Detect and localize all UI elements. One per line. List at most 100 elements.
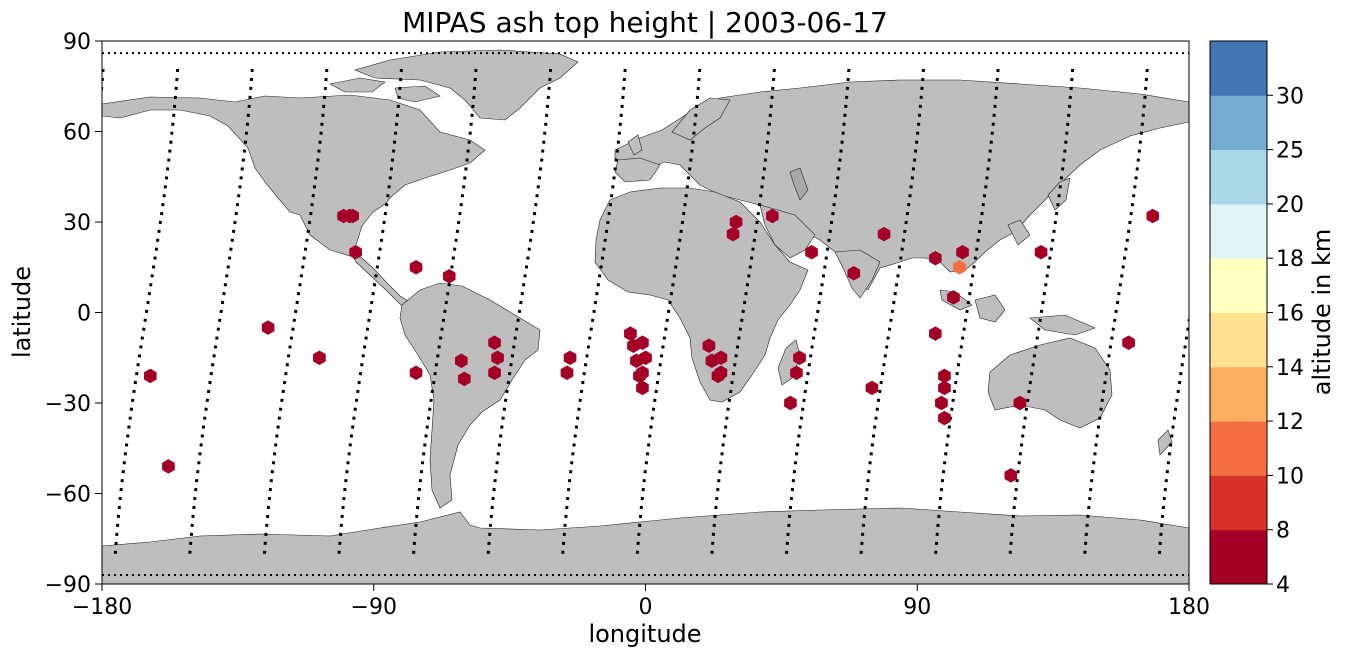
ash-point	[409, 260, 423, 275]
colorbar-tick-label: 18	[1276, 247, 1304, 272]
orbit-track	[934, 65, 1000, 554]
x-tick-label: −90	[351, 595, 397, 620]
orbit-track	[262, 65, 329, 554]
ash-point	[702, 338, 716, 353]
ash-point	[143, 368, 157, 384]
orbit-track	[561, 65, 627, 554]
x-axis-label: longitude	[588, 620, 701, 648]
orbit-track	[1157, 312, 1189, 554]
ash-point	[847, 266, 861, 281]
ash-point	[458, 371, 471, 387]
orbit-track	[785, 64, 851, 554]
colorbar-tick-label: 4	[1276, 573, 1290, 598]
ash-point	[784, 395, 797, 411]
colorbar-segment	[1210, 421, 1267, 476]
colorbar-tick-label: 12	[1276, 410, 1304, 435]
y-tick-label: −90	[45, 573, 91, 598]
orbit-track	[635, 65, 702, 554]
y-tick-label: 90	[63, 30, 91, 55]
colorbar: 4 8 10 12 14 16 18 20 25 30	[1209, 40, 1304, 598]
colorbar-segment	[1210, 475, 1267, 531]
orbit-track	[337, 65, 404, 554]
orbit-tracks	[102, 52, 1189, 576]
ash-point	[938, 380, 951, 396]
colorbar-tick-label: 10	[1276, 464, 1304, 489]
ash-point	[938, 410, 951, 426]
ash-point	[714, 350, 728, 366]
ash-point	[947, 290, 960, 305]
chart-title: MIPAS ash top height | 2003-06-17	[402, 6, 888, 39]
ash-point	[766, 208, 779, 224]
orbit-track	[1008, 65, 1075, 554]
ash-point	[313, 350, 326, 366]
x-tick-label: 90	[903, 595, 931, 620]
colorbar-label: altitude in km	[1308, 229, 1336, 396]
ash-point	[442, 269, 456, 284]
ash-point	[1122, 335, 1135, 350]
orbit-track	[710, 65, 777, 554]
ash-point	[349, 244, 362, 260]
colorbar-segment	[1210, 258, 1267, 313]
y-tick-label: −60	[45, 483, 91, 508]
colorbar-segment	[1210, 41, 1267, 96]
colorbar-segment	[1210, 366, 1267, 422]
ash-point	[935, 395, 948, 411]
ash-point	[929, 250, 942, 266]
ash-point	[409, 365, 423, 381]
y-axis: −90 −60 −30 0 30 60 90	[45, 30, 102, 598]
orbit-track	[1083, 65, 1149, 554]
ash-point	[337, 208, 350, 224]
ash-point	[261, 320, 275, 335]
ash-point	[714, 365, 728, 381]
orbit-track	[113, 65, 180, 554]
ash-point	[956, 244, 969, 260]
ash-point	[636, 380, 649, 396]
ash-point	[488, 365, 501, 381]
y-tick-label: 0	[77, 302, 91, 327]
ash-point	[790, 365, 803, 381]
colorbar-tick-label: 30	[1276, 84, 1304, 109]
ash-point	[636, 335, 649, 350]
ash-point	[491, 350, 504, 366]
ash-point	[1146, 208, 1160, 224]
ash-point	[455, 353, 468, 369]
ash-point	[560, 365, 574, 381]
ash-point	[639, 350, 652, 366]
ash-point	[162, 459, 175, 474]
colorbar-segment	[1210, 149, 1267, 205]
ash-point	[729, 214, 743, 230]
x-tick-label: 0	[639, 595, 653, 620]
ash-point	[793, 350, 806, 366]
colorbar-segment	[1210, 312, 1267, 368]
y-tick-label: 30	[63, 211, 91, 236]
ash-point	[877, 226, 891, 242]
orbit-track	[486, 65, 553, 554]
ash-point	[563, 350, 577, 366]
ash-point	[1004, 468, 1018, 483]
x-axis: −180 −90 0 90 180	[72, 584, 1210, 620]
ash-point	[488, 335, 501, 350]
ash-point	[929, 326, 942, 341]
colorbar-segment	[1210, 95, 1267, 151]
y-tick-label: 60	[63, 121, 91, 146]
y-axis-label: latitude	[8, 266, 36, 358]
colorbar-tick-label: 20	[1276, 193, 1304, 218]
orbit-track	[188, 65, 254, 554]
orbit-track	[859, 65, 926, 554]
x-tick-label: 180	[1168, 595, 1210, 620]
orbit-track	[412, 64, 478, 554]
colorbar-tick-label: 8	[1276, 519, 1290, 544]
colorbar-segment	[1210, 529, 1267, 585]
x-tick-label: −180	[72, 595, 132, 620]
data-points	[143, 208, 1160, 483]
ash-point	[1034, 244, 1048, 260]
ash-point	[865, 380, 879, 396]
ash-point	[726, 226, 740, 242]
ash-point	[953, 260, 966, 275]
ash-point	[1013, 395, 1027, 411]
ash-point	[636, 365, 649, 381]
y-tick-label: −30	[45, 392, 91, 417]
colorbar-tick-label: 14	[1276, 356, 1304, 381]
colorbar-segment	[1210, 203, 1267, 259]
